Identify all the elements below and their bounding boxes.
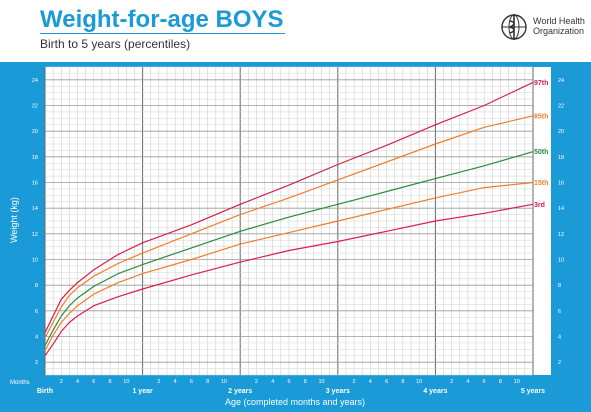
x-month-tick-label: 10 [318,379,324,385]
y-axis-label: Weight (kg) [9,197,19,243]
y-tick-label-right: 24 [558,78,564,84]
y-tick-label-left: 24 [32,78,38,84]
x-year-label: 4 years [423,388,447,395]
who-name-line1: World Health [533,16,585,26]
series-label-15th: 15th [534,180,548,187]
y-tick-label-left: 14 [32,206,38,212]
series-line-50th [44,151,534,346]
y-tick-label-right: 4 [558,335,561,341]
x-year-label: 5 years [521,388,545,395]
series-label-97th: 97th [534,80,548,87]
months-label: Months [10,380,30,386]
y-tick-label-left: 6 [35,309,38,315]
who-logo [498,12,588,42]
who-name: World Health Organization [533,16,585,36]
y-tick-label-right: 12 [558,232,564,238]
series-line-85th [44,115,534,339]
x-axis-label: Age (completed months and years) [225,397,365,407]
title-underline [40,33,285,34]
x-month-tick-label: 2 [255,379,258,385]
gridlines [44,66,534,376]
y-tick-label-left: 22 [32,104,38,110]
x-month-tick-label: 8 [206,379,209,385]
y-tick-label-left: 20 [32,129,38,135]
y-tick-label-left: 8 [35,283,38,289]
x-month-tick-label: 4 [174,379,177,385]
x-month-tick-label: 10 [123,379,129,385]
x-month-tick-label: 6 [287,379,290,385]
x-month-tick-label: 8 [109,379,112,385]
x-month-tick-label: 10 [514,379,520,385]
y-tick-label-right: 16 [558,181,564,187]
y-tick-label-left: 4 [35,335,38,341]
x-month-tick-label: 6 [385,379,388,385]
x-month-tick-label: 10 [416,379,422,385]
x-month-tick-label: 8 [499,379,502,385]
x-month-tick-label: 4 [466,379,469,385]
series-label-3rd: 3rd [534,202,545,209]
y-tick-label-left: 12 [32,232,38,238]
x-month-tick-label: 4 [76,379,79,385]
x-year-label: 2 years [228,388,252,395]
series-line-15th [44,181,534,351]
x-month-tick-label: 10 [221,379,227,385]
who-emblem-icon [501,14,527,40]
x-month-tick-label: 8 [401,379,404,385]
x-month-tick-label: 8 [304,379,307,385]
series-line-3rd [44,203,534,357]
x-year-label: 3 years [326,388,350,395]
y-tick-label-left: 2 [35,360,38,366]
percentile-curves: 97th 85th 50th 15th 3rd [44,80,548,357]
y-tick-label-right: 20 [558,129,564,135]
y-tick-label-right: 18 [558,155,564,161]
x-month-tick-label: 2 [353,379,356,385]
x-month-tick-label: 6 [92,379,95,385]
x-month-tick-label: 6 [483,379,486,385]
y-tick-label-right: 22 [558,104,564,110]
x-year-label: 1 year [132,388,153,395]
y-tick-label-left: 18 [32,155,38,161]
y-tick-label-right: 10 [558,258,564,264]
x-month-tick-label: 2 [157,379,160,385]
y-tick-label-right: 2 [558,360,561,366]
y-tick-label-right: 8 [558,283,561,289]
chart-title: Weight-for-age BOYS [40,6,284,33]
chart-subtitle: Birth to 5 years (percentiles) [40,37,191,51]
x-month-tick-label: 6 [190,379,193,385]
y-tick-label-left: 10 [32,258,38,264]
series-label-50th: 50th [534,149,548,156]
x-month-tick-label: 2 [60,379,63,385]
y-tick-label-right: 14 [558,206,564,212]
x-month-tick-label: 2 [450,379,453,385]
y-tick-label-right: 6 [558,309,561,315]
y-tick-label-left: 16 [32,181,38,187]
who-name-line2: Organization [533,26,585,36]
series-line-97th [44,81,534,333]
x-month-tick-label: 4 [369,379,372,385]
x-month-tick-label: 4 [271,379,274,385]
series-label-85th: 85th [534,113,548,120]
x-year-label: Birth [37,388,53,395]
